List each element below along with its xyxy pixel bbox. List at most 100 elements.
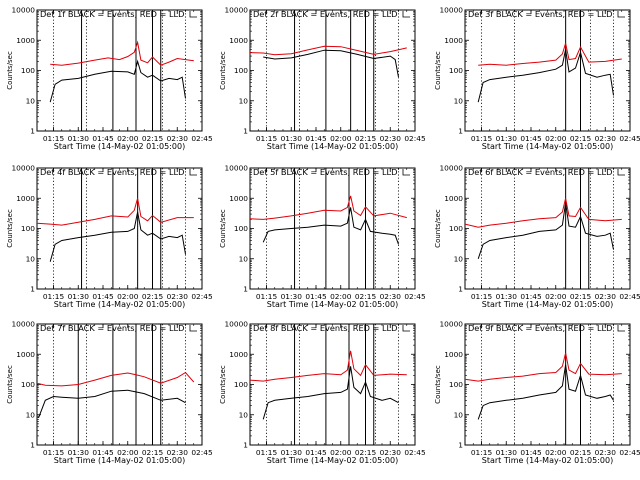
plot-frame (464, 167, 631, 290)
y-tick-label: 1000 (16, 36, 35, 45)
x-tick-label: 01:30 (281, 448, 303, 457)
plot-frame (36, 9, 203, 132)
x-tick-label: 02:00 (117, 134, 139, 143)
y-axis-label: Counts/sec (219, 51, 227, 90)
x-tick-label: 02:15 (355, 134, 377, 143)
y-tick-label: 1 (30, 441, 35, 450)
x-tick-label: 01:15 (256, 292, 278, 301)
lld-series-line (36, 371, 195, 387)
x-tick-label: 02:45 (619, 134, 640, 143)
y-tick-label: 1000 (229, 36, 248, 45)
x-tick-label: 02:00 (545, 134, 567, 143)
x-tick-label: 01:45 (92, 134, 114, 143)
x-axis-label: Start Time (14-May-02 01:05:00) (267, 142, 398, 151)
panel-title: Det 7f BLACK = Events, RED = LLD (40, 323, 184, 333)
y-tick-label: 10 (454, 410, 464, 419)
y-tick-label: 10 (239, 410, 249, 419)
x-tick-label: 02:00 (117, 448, 139, 457)
panel-title: Det 3f BLACK = Events, RED = LLD (468, 9, 612, 19)
x-axis-label: Start Time (14-May-02 01:05:00) (54, 142, 185, 151)
x-tick-label: 02:00 (117, 292, 139, 301)
y-tick-label: 100 (234, 66, 248, 75)
corner-marker (189, 11, 197, 18)
x-tick-label: 01:45 (305, 292, 327, 301)
y-axis-label: Counts/sec (6, 209, 14, 248)
corner-marker (402, 325, 410, 332)
corner-marker (402, 169, 410, 176)
x-tick-label: 02:00 (330, 292, 352, 301)
y-tick-label: 1 (30, 127, 35, 136)
x-tick-label: 01:30 (281, 134, 303, 143)
plot-frame (464, 323, 631, 446)
x-tick-label: 02:00 (545, 292, 567, 301)
plot-frame (249, 167, 416, 290)
x-axis-label: Start Time (14-May-02 01:05:00) (267, 300, 398, 309)
y-axis-label: Counts/sec (6, 365, 14, 404)
x-tick-label: 02:00 (545, 448, 567, 457)
x-axis-label: Start Time (14-May-02 01:05:00) (267, 456, 398, 465)
y-tick-label: 10 (26, 96, 36, 105)
corner-marker (402, 11, 410, 18)
y-tick-label: 100 (234, 380, 248, 389)
x-tick-label: 02:15 (355, 448, 377, 457)
y-tick-label: 1000 (444, 36, 463, 45)
x-tick-label: 01:45 (92, 448, 114, 457)
y-tick-label: 1 (458, 127, 463, 136)
x-tick-label: 01:45 (520, 292, 542, 301)
y-tick-label: 1 (243, 441, 248, 450)
panel-8: Det 8f BLACK = Events, RED = LLD 1 10 100 10… (219, 320, 426, 466)
x-tick-label: 01:15 (256, 134, 278, 143)
corner-marker (189, 169, 197, 176)
y-tick-label: 10000 (11, 164, 35, 173)
x-tick-label: 02:30 (167, 134, 189, 143)
y-tick-label: 1000 (444, 194, 463, 203)
corner-marker (617, 325, 625, 332)
panel-3: Det 3f BLACK = Events, RED = LLD 1 10 100 10… (434, 6, 640, 152)
x-tick-label: 01:30 (68, 134, 90, 143)
y-tick-label: 100 (449, 224, 463, 233)
x-axis-label: Start Time (14-May-02 01:05:00) (54, 300, 185, 309)
panel-7: Det 7f BLACK = Events, RED = LLD 1 10 100 10… (6, 320, 213, 466)
x-axis-label: Start Time (14-May-02 01:05:00) (482, 142, 613, 151)
x-tick-label: 02:45 (191, 134, 213, 143)
x-tick-label: 01:30 (496, 292, 518, 301)
events-series-line (262, 207, 399, 245)
y-tick-label: 1 (458, 285, 463, 294)
events-series-line (477, 202, 614, 259)
y-tick-label: 1 (243, 285, 248, 294)
y-tick-label: 10 (454, 254, 464, 263)
x-tick-label: 02:15 (355, 292, 377, 301)
corner-marker (617, 11, 625, 18)
x-axis-label: Start Time (14-May-02 01:05:00) (482, 456, 613, 465)
x-tick-label: 02:30 (167, 448, 189, 457)
x-tick-label: 02:15 (142, 134, 164, 143)
y-tick-label: 10000 (439, 164, 463, 173)
panel-title: Det 8f BLACK = Events, RED = LLD (253, 323, 397, 333)
x-tick-label: 02:45 (404, 134, 426, 143)
x-tick-label: 02:15 (570, 448, 592, 457)
y-tick-label: 10000 (439, 320, 463, 329)
y-tick-label: 100 (21, 224, 35, 233)
x-tick-label: 02:45 (191, 292, 213, 301)
x-tick-label: 02:15 (142, 292, 164, 301)
plot-frame (36, 167, 203, 290)
y-axis-label: Counts/sec (6, 51, 14, 90)
y-tick-label: 100 (449, 66, 463, 75)
y-tick-label: 10 (239, 96, 249, 105)
x-axis-label: Start Time (14-May-02 01:05:00) (482, 300, 613, 309)
y-tick-label: 10000 (224, 164, 248, 173)
y-tick-label: 100 (21, 66, 35, 75)
x-tick-label: 02:45 (404, 292, 426, 301)
x-tick-label: 01:30 (68, 292, 90, 301)
x-tick-label: 01:30 (281, 292, 303, 301)
x-tick-label: 02:15 (142, 448, 164, 457)
y-tick-label: 1000 (444, 350, 463, 359)
panel-6: Det 6f BLACK = Events, RED = LLD 1 10 100 10… (434, 164, 640, 310)
x-tick-label: 01:45 (520, 448, 542, 457)
x-tick-label: 02:00 (330, 448, 352, 457)
y-tick-label: 100 (234, 224, 248, 233)
x-tick-label: 01:45 (305, 134, 327, 143)
y-axis-label: Counts/sec (434, 209, 442, 248)
panel-title: Det 4f BLACK = Events, RED = LLD (40, 167, 184, 177)
